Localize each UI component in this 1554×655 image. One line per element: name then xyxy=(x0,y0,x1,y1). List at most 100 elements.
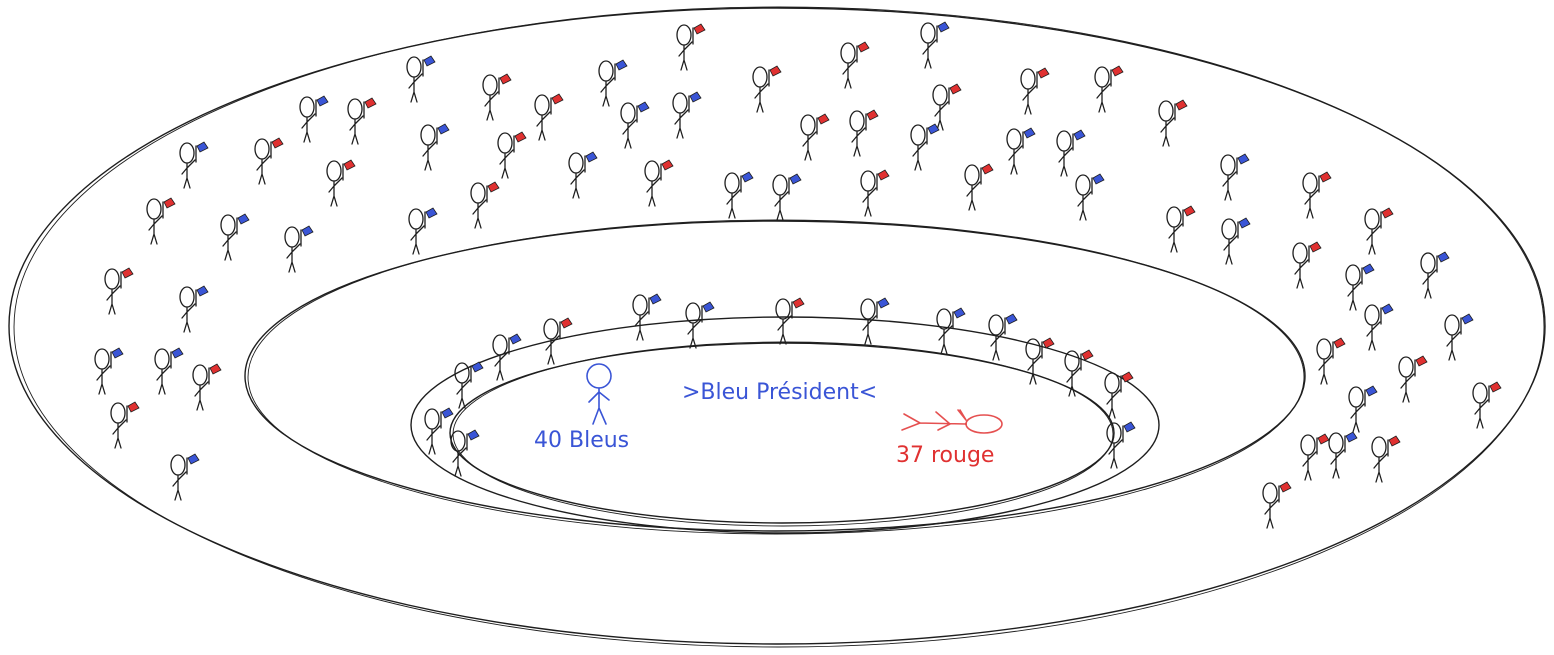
spectator-head xyxy=(1316,338,1332,360)
spectator-head xyxy=(1472,382,1488,404)
spectator-blue-flag xyxy=(406,55,436,103)
spectator-red-flag xyxy=(543,317,573,365)
spectator-head xyxy=(840,42,856,64)
spectator-blue-flag xyxy=(1364,303,1394,351)
spectator-head xyxy=(752,66,768,88)
spectator-head xyxy=(347,98,363,120)
red-flag xyxy=(163,197,176,209)
spectator-head xyxy=(775,298,791,320)
spectator-blue-flag xyxy=(1056,129,1086,177)
spectator-red-flag xyxy=(1398,355,1428,403)
spectator-body xyxy=(1330,449,1345,479)
spectator-body xyxy=(1347,281,1362,311)
spectator-body xyxy=(1027,355,1042,385)
spectator-red-flag xyxy=(1158,99,1188,147)
blue-flag xyxy=(741,171,754,183)
spectator-body xyxy=(1264,499,1279,529)
spectator-red-flag xyxy=(1472,381,1502,429)
blue-flag xyxy=(1345,431,1358,443)
spectator-body xyxy=(545,335,560,365)
spectator-head xyxy=(1328,432,1344,454)
spectator-blue-flag xyxy=(620,101,650,149)
spectator-head xyxy=(1262,482,1278,504)
spectator-red-flag xyxy=(146,197,176,245)
red-flag xyxy=(1183,205,1196,217)
spectator-blue-flag xyxy=(988,313,1018,361)
spectator-head xyxy=(1302,172,1318,194)
spectator-body xyxy=(452,447,467,477)
red-figure-head xyxy=(965,414,1003,434)
spectator-head xyxy=(492,334,508,356)
spectator-body xyxy=(484,91,499,121)
spectator-head xyxy=(988,314,1004,336)
spectator-head xyxy=(672,92,688,114)
red-flag xyxy=(121,267,134,279)
spectator-head xyxy=(1420,252,1436,274)
blue-flag xyxy=(441,407,454,419)
spectator-red-flag xyxy=(1094,65,1124,113)
spectator-head xyxy=(482,74,498,96)
spectator-blue-flag xyxy=(454,361,484,409)
spectator-red-flag xyxy=(1316,337,1346,385)
blue-flag xyxy=(111,347,124,359)
blue-flag xyxy=(1023,127,1036,139)
red-flag xyxy=(792,297,805,309)
spectator-blue-flag xyxy=(632,293,662,341)
spectator-body xyxy=(328,177,343,207)
spectator-body xyxy=(1222,171,1237,201)
spectator-head xyxy=(632,294,648,316)
blue-flag xyxy=(1237,153,1250,165)
spectator-head xyxy=(220,214,236,236)
red-flag xyxy=(981,163,994,175)
spectator-head xyxy=(170,454,186,476)
field-ring-inner xyxy=(449,342,1115,524)
blue-flag xyxy=(689,91,702,103)
spectator-head xyxy=(910,124,926,146)
spectator-body xyxy=(1304,189,1319,219)
spectator-body xyxy=(1366,321,1381,351)
spectator-head xyxy=(936,308,952,330)
blue-flag xyxy=(637,101,650,113)
spectator-red-flag xyxy=(1166,205,1196,253)
blue-flag xyxy=(1437,251,1450,263)
spectator-head xyxy=(1075,174,1091,196)
red-flag xyxy=(499,73,512,85)
spectator-body xyxy=(1474,399,1489,429)
red-flag xyxy=(1317,433,1330,445)
spectator-body xyxy=(922,39,937,69)
spectator-head xyxy=(860,298,876,320)
red-flag xyxy=(1381,207,1394,219)
spectator-blue-flag xyxy=(598,59,628,107)
spectator-head xyxy=(470,182,486,204)
spectator-body xyxy=(1223,235,1238,265)
spectator-blue-flag xyxy=(220,213,250,261)
spectator-red-flag xyxy=(1064,349,1094,397)
spectator-blue-flag xyxy=(179,141,209,189)
spectator-head xyxy=(1104,372,1120,394)
blue-flag xyxy=(425,207,438,219)
spectator-head xyxy=(406,56,422,78)
spectator-body xyxy=(422,141,437,171)
spectator-body xyxy=(862,187,877,217)
red-flag xyxy=(877,169,890,181)
spectator-head xyxy=(676,24,692,46)
blue-flag xyxy=(196,141,209,153)
blue-flag xyxy=(1365,385,1378,397)
red-flag xyxy=(560,317,573,329)
spectator-red-flag xyxy=(1302,171,1332,219)
spectator-red-flag xyxy=(849,109,879,157)
spectator-head xyxy=(1364,208,1380,230)
spectator-body xyxy=(1160,117,1175,147)
spectator-body xyxy=(222,231,237,261)
spectator-blue-flag xyxy=(420,123,450,171)
spectator-red-flag xyxy=(470,181,500,229)
blue-count-label: 40 Bleus xyxy=(534,428,629,453)
spectator-head xyxy=(179,142,195,164)
spectator-head xyxy=(1345,264,1361,286)
blue-flag xyxy=(316,95,329,107)
spectator-head xyxy=(1221,218,1237,240)
blue-flag xyxy=(1362,263,1375,275)
spectator-body xyxy=(851,127,866,157)
spectator-red-flag xyxy=(1371,435,1401,483)
spectator-body xyxy=(1294,259,1309,289)
